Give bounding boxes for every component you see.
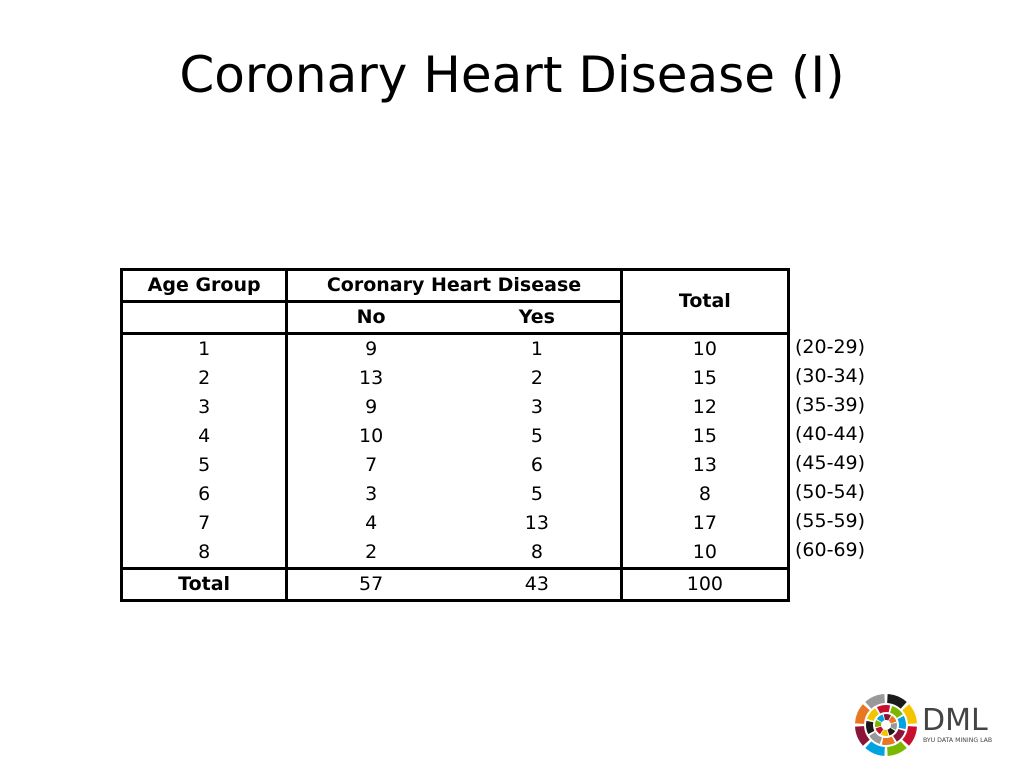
table-row: 3 9 3 12 <box>119 393 791 422</box>
logo-segment <box>855 726 870 746</box>
logo-segment <box>865 741 885 756</box>
logo-segment <box>890 705 903 718</box>
age-group-header: Age Group <box>119 268 289 303</box>
no-count-cell: 9 <box>365 396 378 418</box>
total-row-label: Total <box>119 567 289 602</box>
dml-ring-logo-icon: DML BYU DATA MINING LAB <box>855 694 992 756</box>
age-range-label: (50-54) <box>795 481 866 503</box>
age-group-cell: 3 <box>119 393 289 422</box>
logo-segment <box>881 736 896 745</box>
no-count-cell: 10 <box>359 425 384 447</box>
yes-count-cell: 13 <box>453 509 623 538</box>
row-total-cell: 15 <box>621 364 791 393</box>
chd-table: Age Group Coronary Heart Disease Total N… <box>119 268 791 602</box>
row-total-cell: 10 <box>621 332 791 364</box>
age-group-cell: 1 <box>119 332 289 364</box>
table-row: 5 7 6 13 <box>119 451 791 480</box>
logo-subtitle: BYU DATA MINING LAB <box>923 737 992 744</box>
yes-count-cell: 1 <box>453 332 623 364</box>
total-no-cell: 57 <box>286 567 454 602</box>
logo-segment <box>855 704 870 724</box>
logo-segment <box>902 704 917 724</box>
logo-segment <box>866 708 879 721</box>
yes-count-cell: 5 <box>453 480 623 509</box>
age-range-label: (45-49) <box>795 452 866 474</box>
age-range-label: (20-29) <box>795 336 866 358</box>
age-group-cell: 6 <box>119 480 289 509</box>
logo-segment <box>865 694 885 709</box>
no-count-cell: 9 <box>286 332 454 364</box>
grand-total-cell: 100 <box>621 567 791 602</box>
logo-segment <box>888 715 897 724</box>
age-group-cell: 2 <box>119 364 289 393</box>
table-body: Age Group Coronary Heart Disease Total N… <box>119 268 791 602</box>
table-row: 8 2 8 10 <box>119 538 791 569</box>
yes-header: Yes <box>453 301 623 335</box>
logo-segment <box>887 727 896 736</box>
logo-segment <box>875 726 884 735</box>
total-header: Total <box>621 268 791 335</box>
header-row-1: Age Group Coronary Heart Disease Total <box>119 268 791 335</box>
no-count-cell: 13 <box>359 367 384 389</box>
age-range-label: (35-39) <box>795 394 866 416</box>
total-row: Total 57 43 100 <box>119 567 791 602</box>
logo-segment <box>887 741 907 756</box>
no-count-cell: 4 <box>365 512 378 534</box>
yes-count-cell: 5 <box>453 422 623 451</box>
yes-count-cell: 3 <box>453 393 623 422</box>
logo-segment <box>881 729 889 736</box>
table-row: 1 9 1 10 <box>119 332 791 364</box>
logo-segment <box>869 732 882 745</box>
age-group-cell: 8 <box>119 538 289 569</box>
yes-count-cell: 2 <box>453 364 623 393</box>
age-range-label: (55-59) <box>795 510 866 532</box>
no-header: No <box>286 301 454 335</box>
row-total-cell: 12 <box>621 393 791 422</box>
yes-count-cell: 8 <box>453 538 623 569</box>
logo-segment <box>890 722 897 730</box>
age-range-labels: (20-29) (30-34) (35-39) (40-44) (45-49) (50-5… <box>795 333 865 565</box>
age-group-cell: 4 <box>119 422 289 451</box>
total-yes-cell: 43 <box>453 567 623 602</box>
slide-title: Coronary Heart Disease (I) <box>179 46 845 104</box>
logo-segment <box>902 726 917 746</box>
table-row: 4 10 5 15 <box>119 422 791 451</box>
row-total-cell: 15 <box>621 422 791 451</box>
no-count-cell: 7 <box>365 454 378 476</box>
table-row: 2 13 2 15 <box>119 364 791 393</box>
no-count-cell: 3 <box>365 483 378 505</box>
logo-segment <box>875 720 882 728</box>
age-group-cell: 5 <box>119 451 289 480</box>
age-group-header-spacer <box>119 301 289 334</box>
logo-wordmark: DML <box>922 703 988 738</box>
disease-header: Coronary Heart Disease <box>286 268 623 303</box>
yes-count-cell: 6 <box>453 451 623 480</box>
no-count-cell: 2 <box>365 541 378 563</box>
age-range-label: (40-44) <box>795 423 866 445</box>
row-total-cell: 8 <box>621 480 791 509</box>
dml-logo: DML BYU DATA MINING LAB <box>852 690 1002 760</box>
age-group-cell: 7 <box>119 509 289 538</box>
logo-segment <box>897 715 906 730</box>
row-total-cell: 17 <box>621 509 791 538</box>
age-range-label: (30-34) <box>795 365 866 387</box>
logo-segment <box>876 714 885 723</box>
row-total-cell: 10 <box>621 538 791 569</box>
logo-segment <box>893 729 906 742</box>
header-row-2: No Yes <box>119 301 789 335</box>
age-range-label: (60-69) <box>795 539 866 561</box>
table-row: 7 4 13 17 <box>119 509 791 538</box>
logo-segment <box>876 705 891 714</box>
logo-segment <box>887 694 907 709</box>
row-total-cell: 13 <box>621 451 791 480</box>
logo-segment <box>883 714 891 721</box>
logo-segment <box>866 720 875 735</box>
